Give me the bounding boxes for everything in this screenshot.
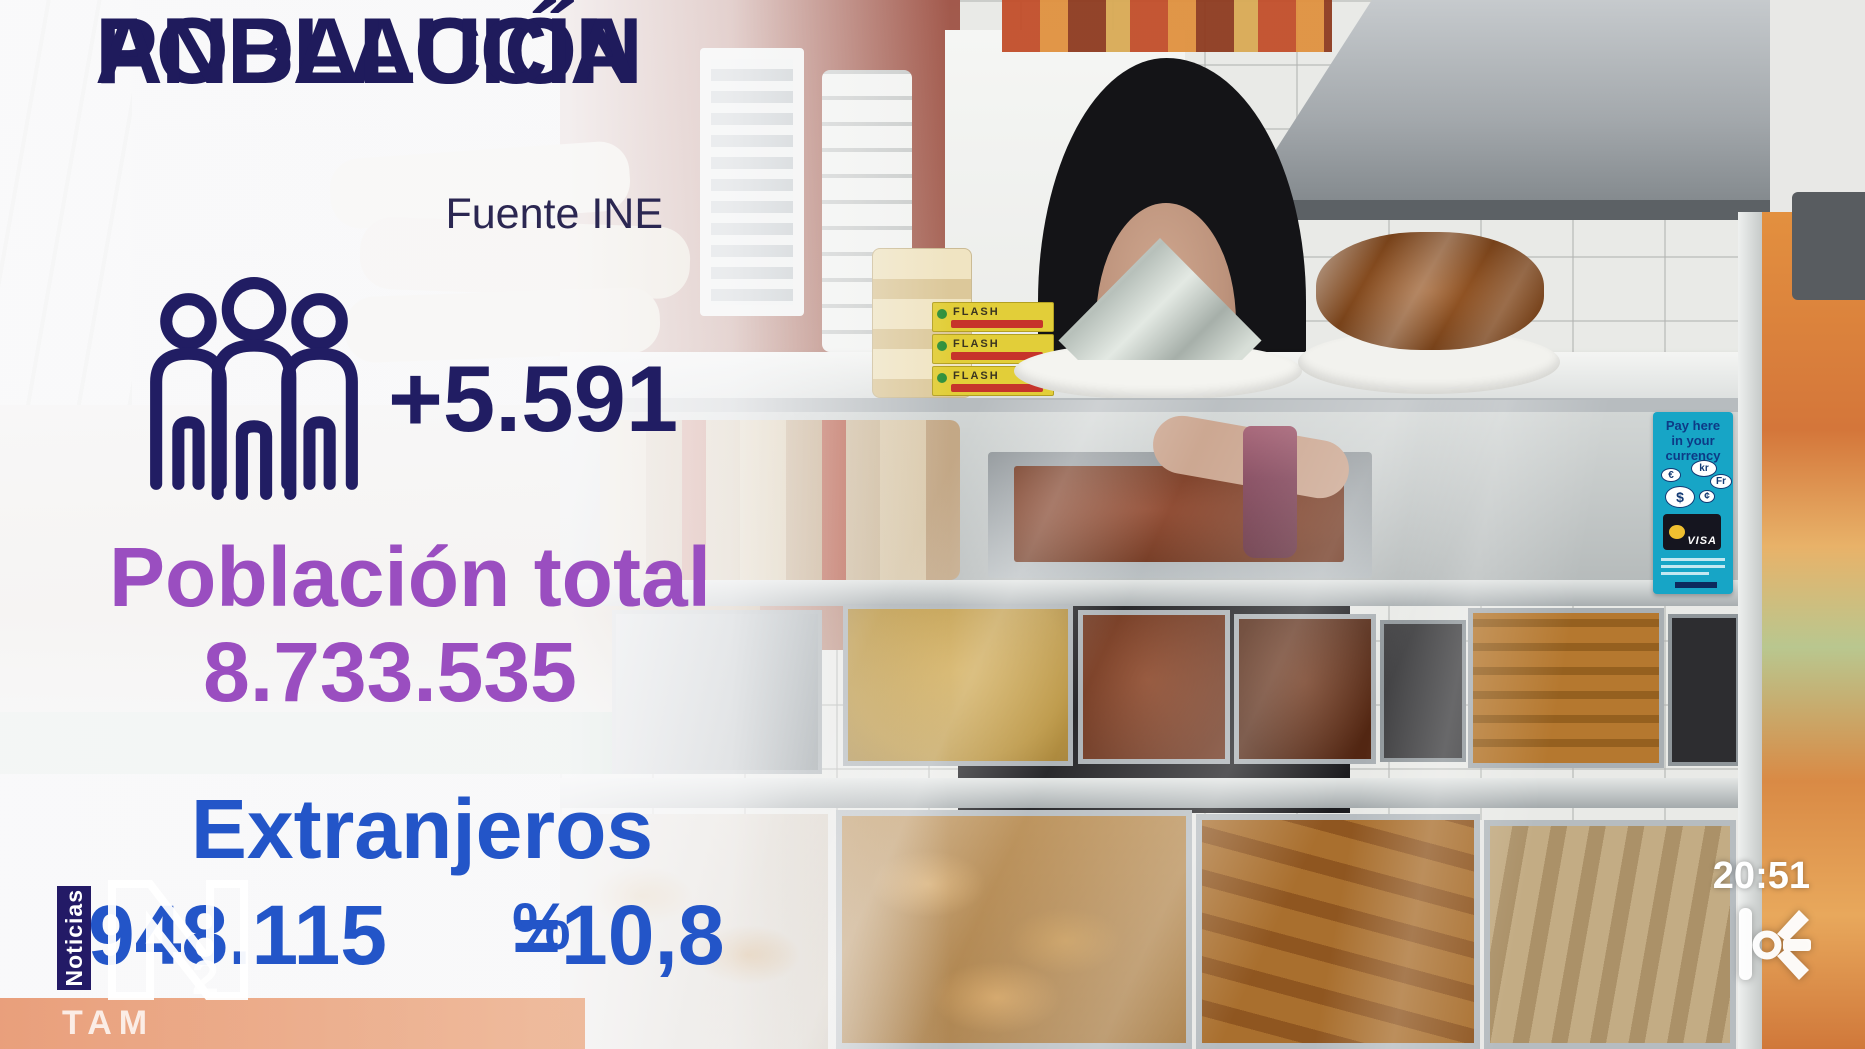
pos-device [1792, 192, 1865, 300]
currency-euro-badge: € [1661, 468, 1681, 482]
population-net-change: +5.591 [388, 346, 679, 451]
dark-tray [1668, 614, 1740, 766]
spring-rolls-tray [1468, 608, 1664, 768]
flash-box: FLASH [932, 302, 1054, 332]
counter-end-food-photos [1762, 212, 1865, 1049]
credit-card-graphic: VISA [1663, 514, 1721, 550]
drink-cup [1243, 426, 1297, 558]
flash-box-band [951, 352, 1043, 360]
foreigners-share-value: =10,8 [512, 888, 725, 982]
total-population-value: 8.733.535 [203, 625, 577, 719]
flash-box-label: FLASH [953, 306, 1000, 318]
channel-number: 2 [192, 952, 219, 1004]
currency-dollar-badge: $ [1665, 486, 1695, 508]
foreigners-value: 948.115 [88, 888, 388, 982]
people-icon [150, 277, 358, 500]
currency-kr-badge: kr [1691, 460, 1717, 477]
currency-fr-badge: Fr [1710, 474, 1732, 489]
kebab-tray [1196, 814, 1480, 1049]
flash-box-band [951, 320, 1043, 328]
storefront-orange-sign: TAM [0, 998, 585, 1049]
pay-here-sign: Pay here in your currency € kr $ ¢ Fr VI… [1653, 412, 1733, 594]
channel-n-logo: 2 [108, 880, 248, 1004]
dark-tray [1380, 620, 1466, 762]
pay-sign-line2: in your [1671, 433, 1715, 448]
noticias-strip-label: Noticias [60, 889, 87, 987]
pastry-tray [1484, 820, 1736, 1049]
info-panel-overlay [0, 0, 950, 1049]
headline-line1: POBLACIÓN [95, 0, 643, 103]
sign-logo-mark [1675, 582, 1717, 588]
stew-tray [1234, 614, 1376, 764]
flash-box-label: FLASH [953, 338, 1000, 350]
exhaust-hood-edge [1232, 200, 1770, 220]
wrapped-food-mound [1316, 232, 1544, 350]
fine-print-line [1661, 572, 1709, 575]
total-population-label: Población total [108, 530, 712, 624]
fine-print-line [1661, 565, 1725, 568]
card-chip [1669, 525, 1685, 539]
flash-box-label: FLASH [953, 370, 1000, 382]
headline-line2: ANDALUCÍA [95, 0, 638, 103]
currency-cent-badge: ¢ [1699, 490, 1715, 503]
food-poster-strip [1002, 0, 1332, 52]
fine-print-line [1661, 558, 1725, 561]
broadcast-clock: 20:51 [1712, 855, 1810, 897]
stew-tray [1078, 610, 1230, 764]
flash-box-band [951, 384, 1043, 392]
storefront-sign-text: TAM [62, 1004, 155, 1042]
channel-mark-icon [1739, 908, 1811, 980]
pay-sign-line3: currency [1665, 448, 1721, 463]
pay-sign-line1: Pay here [1665, 418, 1721, 433]
foreigners-label: Extranjeros [190, 782, 654, 876]
data-source: Fuente INE [445, 190, 664, 238]
percent-sign: % [512, 889, 571, 963]
visa-label: VISA [1687, 535, 1717, 547]
noticias-strip: Noticias [57, 886, 91, 990]
